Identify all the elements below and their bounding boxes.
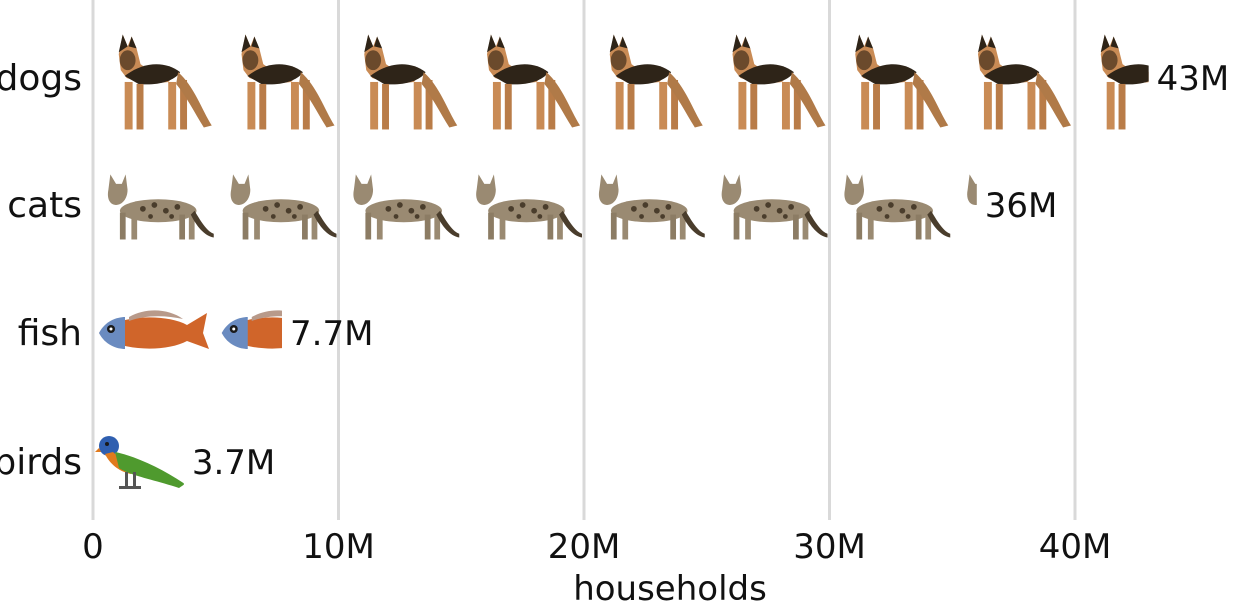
gridlines <box>91 0 1077 520</box>
dog-icon <box>978 34 1072 130</box>
category-label-fish: fish <box>18 313 82 354</box>
x-axis-title: households <box>573 569 767 604</box>
cat-icon <box>230 174 337 240</box>
dog-icon <box>609 34 703 130</box>
category-label-dogs: dogs <box>0 58 82 99</box>
dog-icon <box>241 34 335 130</box>
value-label-birds: 3.7M <box>192 443 275 483</box>
fish-icon <box>99 310 209 349</box>
cat-icon <box>476 174 582 240</box>
value-label-dogs: 43M <box>1157 59 1230 99</box>
dog-icon <box>855 34 949 130</box>
cat-icon <box>353 174 460 240</box>
labels: 0 10M 20M 30M 40M households dogs 43M cats 36M fis… <box>0 58 1229 604</box>
x-tick-label: 10M <box>302 527 375 567</box>
bird-icon <box>95 436 184 489</box>
value-label-cats: 36M <box>985 186 1058 226</box>
cat-icon <box>598 174 705 240</box>
x-tick-label: 0 <box>82 527 104 567</box>
x-tick-label: 30M <box>793 527 866 567</box>
bar-cats <box>107 174 977 240</box>
dog-icon <box>732 34 826 130</box>
bar-dogs <box>118 34 1149 130</box>
dog-icon <box>118 34 212 130</box>
cat-icon <box>107 174 214 240</box>
category-label-cats: cats <box>7 185 82 226</box>
bar-birds <box>95 436 184 489</box>
pictograph-bars <box>95 34 1149 489</box>
value-label-fish: 7.7M <box>290 314 373 354</box>
dog-icon <box>487 34 581 130</box>
cat-icon <box>844 174 951 240</box>
x-tick-label: 40M <box>1039 527 1112 567</box>
category-label-birds: birds <box>0 442 82 483</box>
cat-icon <box>721 174 828 240</box>
dog-icon <box>364 34 458 130</box>
x-tick-label: 20M <box>548 527 621 567</box>
